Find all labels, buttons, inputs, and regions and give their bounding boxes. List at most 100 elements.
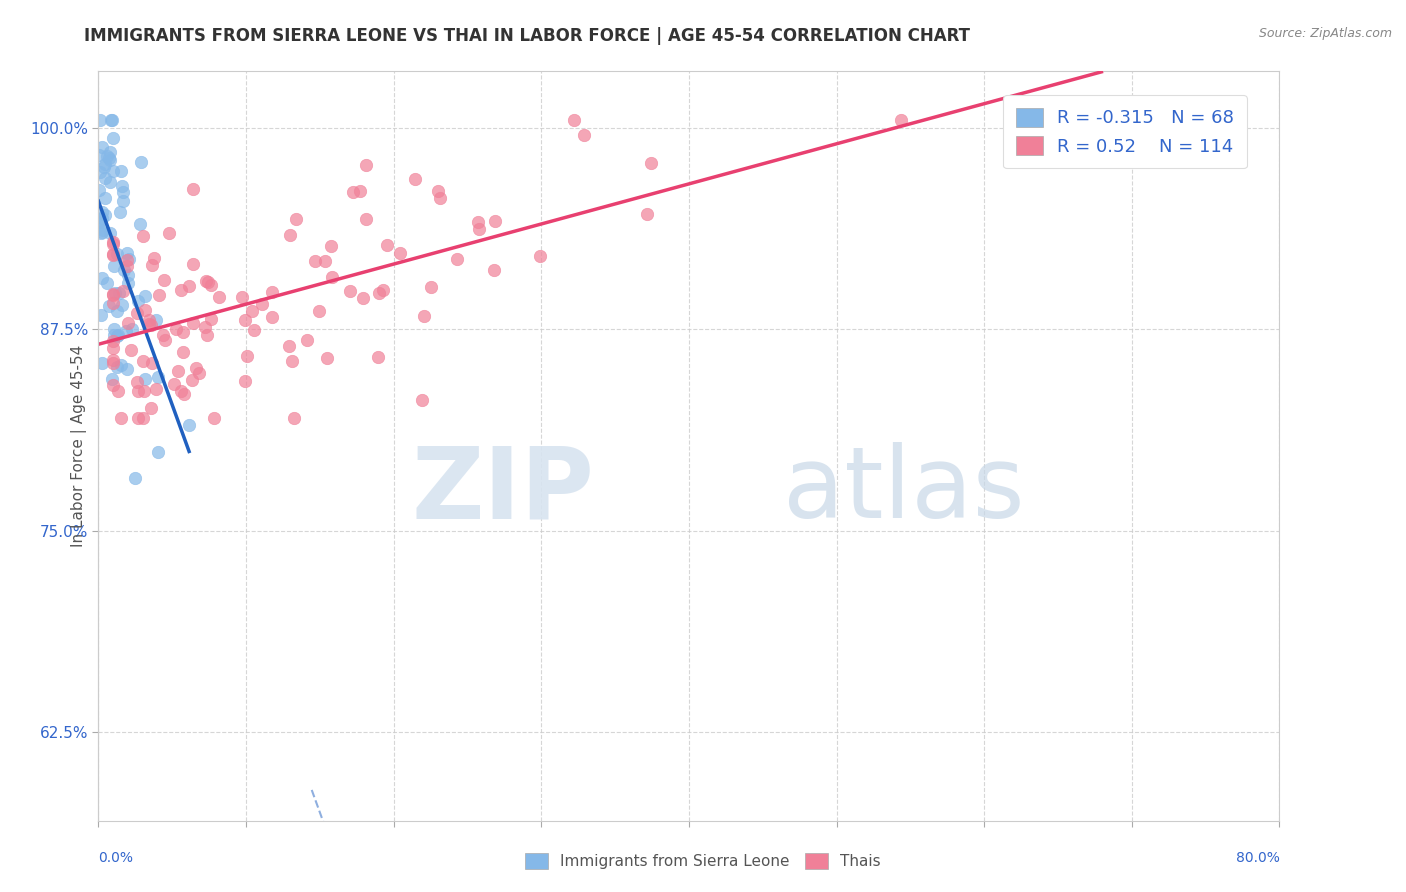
Point: [186, 360, 208, 375]
Point: [90, 211, 112, 225]
Point: [108, 285, 131, 300]
Point: [132, 410, 155, 425]
Point: [141, 258, 163, 272]
Point: [419, 280, 441, 294]
Point: [134, 384, 156, 398]
Point: [143, 251, 166, 265]
Point: [97, 151, 120, 165]
Point: [172, 344, 194, 359]
Point: [304, 254, 326, 268]
Point: [187, 366, 209, 380]
Point: [138, 312, 160, 326]
Point: [170, 384, 193, 399]
Point: [262, 285, 284, 299]
Point: [103, 296, 125, 310]
Point: [640, 156, 662, 170]
Point: [103, 321, 125, 335]
Point: [173, 386, 195, 401]
Point: [100, 153, 122, 167]
Point: [89, 183, 111, 197]
Point: [157, 226, 180, 240]
Point: [468, 221, 491, 235]
Point: [104, 285, 127, 300]
Text: ZIP: ZIP: [412, 442, 595, 540]
Point: [356, 212, 378, 227]
Point: [278, 339, 301, 353]
Point: [197, 275, 219, 289]
Point: [139, 318, 162, 333]
Point: [321, 270, 343, 285]
Point: [91, 222, 114, 236]
Point: [134, 289, 156, 303]
Point: [103, 341, 125, 355]
Point: [107, 384, 129, 398]
Point: [281, 354, 304, 368]
Point: [101, 371, 124, 385]
Point: [103, 287, 125, 301]
Point: [103, 377, 125, 392]
Point: [145, 313, 167, 327]
Point: [138, 317, 160, 331]
Point: [96, 277, 118, 291]
Point: [240, 304, 263, 318]
Point: [110, 410, 132, 425]
Point: [110, 358, 132, 372]
Point: [231, 290, 253, 304]
Point: [412, 309, 434, 323]
Point: [129, 155, 152, 169]
Point: [89, 165, 111, 179]
Point: [110, 164, 132, 178]
Point: [89, 215, 111, 229]
Point: [117, 252, 139, 266]
Point: [339, 284, 361, 298]
Point: [427, 184, 450, 198]
Point: [139, 401, 162, 415]
Point: [103, 352, 125, 367]
Point: [120, 343, 142, 357]
Point: [278, 228, 301, 243]
Point: [103, 328, 125, 343]
Point: [181, 373, 204, 387]
Point: [373, 283, 395, 297]
Point: [153, 334, 176, 348]
Point: [94, 171, 117, 186]
Point: [100, 112, 122, 127]
Point: [314, 254, 336, 268]
Point: [349, 184, 371, 198]
Point: [152, 328, 174, 343]
Point: [103, 235, 125, 249]
Point: [127, 384, 149, 399]
Point: [194, 273, 217, 287]
Point: [103, 130, 125, 145]
Point: [105, 304, 128, 318]
Point: [90, 226, 112, 240]
Point: [179, 278, 201, 293]
Point: [103, 247, 125, 261]
Point: [200, 277, 222, 292]
Point: [890, 112, 912, 127]
Text: 0.0%: 0.0%: [98, 851, 134, 865]
Point: [233, 312, 256, 326]
Point: [107, 328, 129, 343]
Point: [482, 263, 505, 277]
Point: [467, 214, 489, 228]
Point: [132, 229, 155, 244]
Point: [352, 291, 374, 305]
Point: [93, 160, 115, 174]
Text: Source: ZipAtlas.com: Source: ZipAtlas.com: [1258, 27, 1392, 40]
Point: [236, 349, 259, 363]
Point: [115, 246, 138, 260]
Point: [1038, 114, 1060, 128]
Point: [636, 207, 658, 221]
Point: [367, 286, 389, 301]
Point: [100, 112, 122, 127]
Point: [356, 158, 378, 172]
Point: [572, 128, 595, 142]
Point: [283, 410, 305, 425]
Point: [89, 112, 111, 127]
Point: [96, 149, 118, 163]
Point: [98, 175, 121, 189]
Point: [125, 306, 148, 320]
Point: [429, 191, 451, 205]
Legend: Immigrants from Sierra Leone, Thais: Immigrants from Sierra Leone, Thais: [519, 847, 887, 875]
